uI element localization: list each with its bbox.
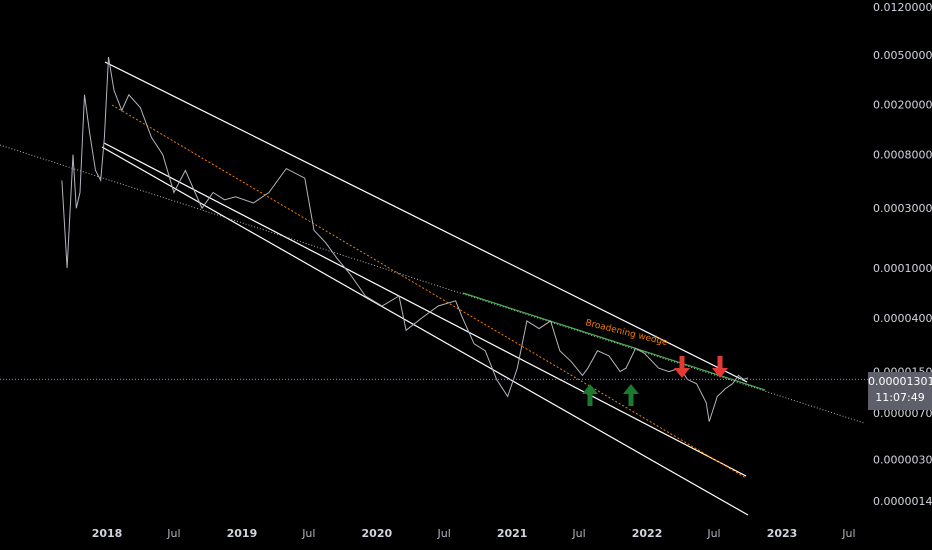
x-tick-label: Jul <box>301 527 315 540</box>
candle-countdown: 11:07:49 <box>875 391 925 404</box>
red-down-arrow-icon <box>674 356 690 378</box>
x-tick-label: 2021 <box>497 527 528 540</box>
trend-lines <box>0 61 865 516</box>
x-tick-label: 2022 <box>632 527 663 540</box>
wedge-resistance-line <box>462 292 766 391</box>
current-price-value: 0.00001301 <box>868 375 932 388</box>
x-axis: 2018 Jul 2019 Jul 2020 Jul 2021 Jul 2022 Jul 2023 J… <box>92 527 856 540</box>
x-tick-label: Jul <box>706 527 720 540</box>
broadening-wedge-label: Broadening wedge <box>584 318 669 348</box>
x-tick-label: Jul <box>436 527 450 540</box>
x-tick-label: Jul <box>166 527 180 540</box>
x-tick-label: 2019 <box>227 527 258 540</box>
x-tick-label: Jul <box>571 527 585 540</box>
x-tick-label: Jul <box>841 527 855 540</box>
green-up-arrow-icon <box>623 384 639 406</box>
channel-lower-line <box>101 146 749 516</box>
channel-upper-line <box>104 61 748 383</box>
green-up-arrow-icon <box>582 384 598 406</box>
channel-midline <box>111 104 747 479</box>
signal-arrows <box>582 356 728 406</box>
channel-inner-line <box>103 142 747 477</box>
x-tick-label: 2018 <box>92 527 123 540</box>
x-tick-label: 2020 <box>362 527 393 540</box>
x-tick-label: 2023 <box>767 527 798 540</box>
red-down-arrow-icon <box>712 356 728 378</box>
price-series-line <box>61 56 749 422</box>
current-price-badge: 0.00001301 11:07:49 <box>868 372 932 410</box>
y-tick-label: 0.00000140 <box>873 495 932 508</box>
